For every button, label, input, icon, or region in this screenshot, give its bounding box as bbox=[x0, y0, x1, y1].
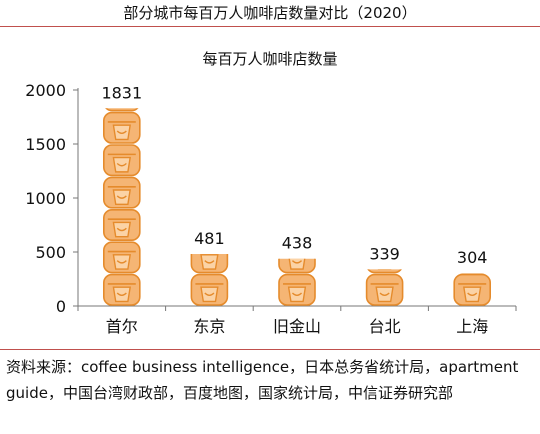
data-labels: 1831 481 438 339 304 bbox=[101, 83, 487, 267]
y-tick-label: 1000 bbox=[25, 189, 66, 208]
x-axis: 首尔 东京 旧金山 台北 上海 bbox=[77, 305, 517, 336]
chart-title: 每百万人咖啡店数量 bbox=[202, 50, 337, 68]
data-label: 1831 bbox=[101, 83, 142, 102]
bottom-divider bbox=[0, 349, 540, 350]
data-label: 304 bbox=[457, 248, 488, 267]
top-divider bbox=[0, 26, 540, 27]
x-tick-label: 东京 bbox=[193, 317, 225, 336]
y-tick-label: 2000 bbox=[25, 81, 66, 100]
y-tick-label: 1500 bbox=[25, 135, 66, 154]
y-tick-label: 500 bbox=[35, 243, 66, 262]
bar bbox=[103, 108, 141, 306]
x-tick-label: 台北 bbox=[369, 317, 401, 336]
x-tick-label: 旧金山 bbox=[273, 317, 321, 336]
data-label: 339 bbox=[369, 244, 400, 263]
bar bbox=[453, 273, 492, 306]
y-tick-label: 0 bbox=[56, 297, 66, 316]
x-tick-label: 首尔 bbox=[106, 317, 138, 336]
source-note: 资料来源：coffee business intelligence，日本总务省统… bbox=[6, 358, 519, 402]
bars bbox=[103, 108, 492, 306]
bar bbox=[365, 269, 404, 306]
data-label: 438 bbox=[282, 234, 313, 253]
bar bbox=[278, 258, 316, 306]
bar-chart: 每百万人咖啡店数量 0 500 1000 1500 2000 首尔 东京 旧金山 台北 上海 1… bbox=[25, 50, 517, 336]
data-label: 481 bbox=[194, 229, 225, 248]
bar bbox=[190, 254, 229, 306]
y-axis: 0 500 1000 1500 2000 bbox=[25, 81, 79, 316]
figure-title: 部分城市每百万人咖啡店数量对比（2020） bbox=[123, 4, 417, 22]
x-tick-label: 上海 bbox=[456, 317, 488, 336]
